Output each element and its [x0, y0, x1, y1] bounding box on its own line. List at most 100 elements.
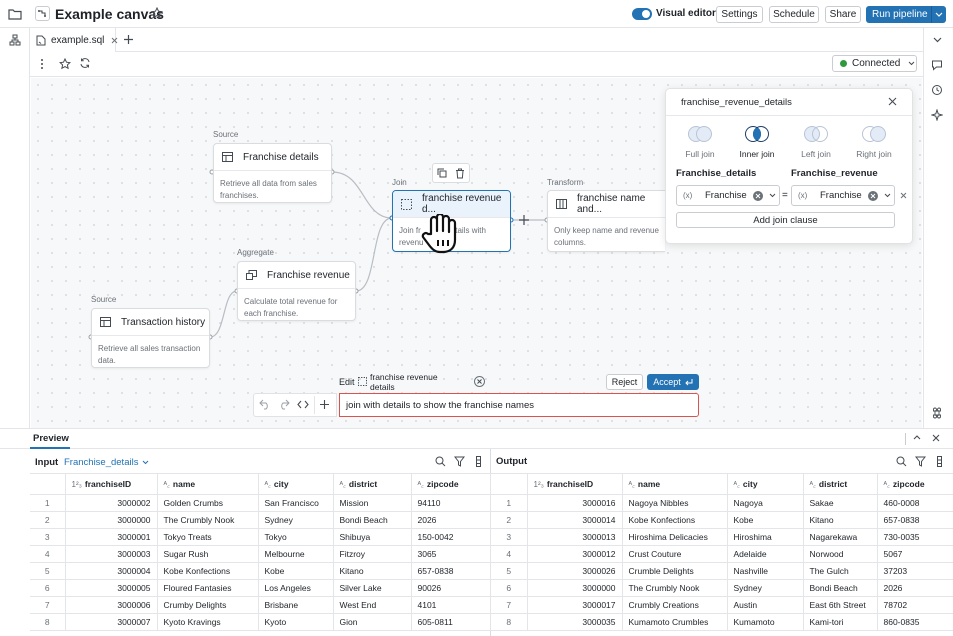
table-row[interactable]: 6 3000005 Floured Fantasies Los Angeles Silv…: [30, 579, 491, 597]
input-data-table: 1²₃ franchiseID ᴬ꜀ name ᴬ꜀ city ᴬ꜀ district …: [30, 473, 491, 631]
inner-join-option-selected[interactable]: Inner join: [729, 124, 785, 159]
table-row[interactable]: 1 3000016 Nagoya Nibbles Nagoya Sakae 460-000…: [491, 494, 953, 512]
history-icon[interactable]: [931, 84, 943, 96]
node-franchise-revenue[interactable]: Franchise revenue Calculate total revenu…: [237, 261, 356, 321]
table-row[interactable]: 2 3000014 Kobe Konfections Kobe Kitano 657-08…: [491, 511, 953, 529]
column-header[interactable]: ᴬ꜀ zipcode: [411, 473, 491, 495]
table-row[interactable]: 5 3000026 Crumble Delights Nashville The Gul…: [491, 562, 953, 580]
column-header[interactable]: ᴬ꜀ district: [803, 473, 878, 495]
input-table-select[interactable]: Franchise_details: [64, 457, 149, 468]
preview-tab[interactable]: [30, 428, 70, 449]
reject-button[interactable]: Reject: [606, 374, 643, 390]
remove-clause-icon[interactable]: [900, 192, 907, 199]
left-join-option[interactable]: Left join: [788, 124, 844, 159]
duplicate-icon[interactable]: [437, 168, 447, 178]
page-title[interactable]: Example canvas: [55, 6, 164, 22]
search-icon[interactable]: [896, 456, 907, 467]
accept-button[interactable]: Accept: [647, 374, 699, 390]
chevron-down-icon[interactable]: [932, 12, 946, 17]
join-operator: =: [782, 190, 788, 201]
table-row[interactable]: 5 3000004 Kobe Konfections Kobe Kitano 657-08…: [30, 562, 491, 580]
assistant-prompt-input[interactable]: join with details to show the franchise …: [339, 393, 699, 417]
column-settings-icon[interactable]: [476, 456, 481, 467]
table-row[interactable]: 6 3000000 The Crumbly Nook Sydney Bondi Beac…: [491, 579, 953, 597]
table-cell: 3000001: [65, 528, 158, 546]
favorite-star-icon[interactable]: [59, 58, 71, 70]
column-settings-icon[interactable]: [937, 456, 942, 467]
filter-icon[interactable]: [915, 456, 926, 467]
left-join-field-select[interactable]: (x) Franchise: [676, 185, 780, 206]
table-row[interactable]: 7 3000017 Crumbly Creations Austin East 6th …: [491, 596, 953, 614]
table-row[interactable]: 4 3000003 Sugar Rush Melbourne Fitzroy 3065: [30, 545, 491, 563]
column-header[interactable]: ᴬ꜀ district: [333, 473, 412, 495]
table-cell: 150-0042: [411, 528, 491, 546]
column-header[interactable]: 1²₃ franchiseID: [65, 473, 158, 495]
node-franchise-details[interactable]: Franchise details Retrieve all data from…: [213, 143, 332, 203]
clear-icon[interactable]: [753, 190, 763, 201]
close-preview-icon[interactable]: [932, 434, 940, 442]
chevron-down-icon: [769, 193, 776, 198]
sql-file-icon: [36, 35, 46, 46]
chevron-up-icon[interactable]: [913, 435, 921, 440]
table-cell: 2026: [411, 511, 491, 529]
table-cell: Tokyo Treats: [157, 528, 259, 546]
run-pipeline-button[interactable]: Run pipeline: [866, 6, 946, 23]
close-icon[interactable]: [888, 97, 897, 106]
insert-node-plus-icon[interactable]: [518, 214, 530, 226]
assistant-sparkle-icon[interactable]: [931, 109, 943, 121]
hierarchy-icon[interactable]: [9, 34, 21, 46]
column-header[interactable]: 1²₃ franchiseID: [527, 473, 623, 495]
table-cell: 3065: [411, 545, 491, 563]
node-transaction-history[interactable]: Transaction history Retrieve all sales t…: [91, 308, 210, 368]
column-header[interactable]: ᴬ꜀ city: [258, 473, 334, 495]
full-join-option[interactable]: Full join: [672, 124, 728, 159]
settings-button[interactable]: Settings: [716, 6, 763, 23]
filter-icon[interactable]: [454, 456, 465, 467]
table-row[interactable]: 3 3000001 Tokyo Treats Tokyo Shibuya 150-0042: [30, 528, 491, 546]
redo-icon[interactable]: [278, 399, 290, 410]
table-row[interactable]: 7 3000006 Crumby Delights Brisbane West End 4…: [30, 596, 491, 614]
table-row[interactable]: 2 3000000 The Crumbly Nook Sydney Bondi Beac…: [30, 511, 491, 529]
table-row[interactable]: 4 3000012 Crust Couture Adelaide Norwood 5067: [491, 545, 953, 563]
node-transform[interactable]: franchise name and... Only keep name and…: [547, 190, 665, 252]
code-icon[interactable]: [297, 400, 309, 409]
node-join-selected[interactable]: franchise revenue d... Join fr etails wit…: [392, 190, 511, 252]
connection-status-dropdown[interactable]: Connected: [832, 55, 917, 72]
add-join-clause-button[interactable]: Add join clause: [676, 212, 895, 228]
table-row[interactable]: 1 3000002 Golden Crumbs San Francisco Missio…: [30, 494, 491, 512]
star-icon[interactable]: [151, 7, 163, 19]
more-vertical-icon[interactable]: [40, 58, 44, 70]
table-row[interactable]: 8 3000007 Kyoto Kravings Kyoto Gion 605-0811: [30, 613, 491, 631]
column-header[interactable]: ᴬ꜀ city: [727, 473, 804, 495]
delete-icon[interactable]: [455, 168, 465, 179]
collapse-chevron-icon[interactable]: [933, 37, 942, 43]
remove-chip-icon[interactable]: [474, 376, 485, 387]
right-join-option[interactable]: Right join: [846, 124, 902, 159]
refresh-icon[interactable]: [79, 57, 91, 69]
column-header[interactable]: ᴬ꜀ name: [622, 473, 728, 495]
undo-icon[interactable]: [259, 399, 271, 410]
variable-icon: (x): [798, 191, 808, 200]
search-icon[interactable]: [435, 456, 446, 467]
schedule-button[interactable]: Schedule: [769, 6, 819, 23]
tab-example-sql[interactable]: example.sql: [30, 28, 118, 52]
table-row[interactable]: 8 3000035 Kumamoto Crumbles Kumamoto Kami-to…: [491, 613, 953, 631]
node-type-label: Join: [392, 178, 407, 187]
table-cell: Brisbane: [258, 596, 334, 614]
run-pipeline-label: Run pipeline: [872, 9, 928, 20]
close-tab-icon[interactable]: [111, 37, 118, 44]
add-icon[interactable]: [319, 399, 330, 410]
table-row[interactable]: 3 3000013 Hiroshima Delicacies Hiroshima Nag…: [491, 528, 953, 546]
add-tab-icon[interactable]: [123, 34, 134, 45]
clear-icon[interactable]: [868, 190, 878, 201]
folder-icon[interactable]: [8, 8, 22, 20]
column-header[interactable]: ᴬ꜀ name: [157, 473, 259, 495]
edit-target-chip[interactable]: franchise revenue details: [358, 372, 462, 392]
share-button[interactable]: Share: [825, 6, 861, 23]
right-join-field-select[interactable]: (x) Franchise: [791, 185, 895, 206]
visual-editor-toggle[interactable]: [632, 8, 652, 20]
comment-icon[interactable]: [931, 59, 943, 71]
table-cell: 3000006: [65, 596, 158, 614]
keyboard-shortcut-icon[interactable]: [931, 407, 943, 419]
column-header[interactable]: ᴬ꜀ zipcode: [877, 473, 953, 495]
